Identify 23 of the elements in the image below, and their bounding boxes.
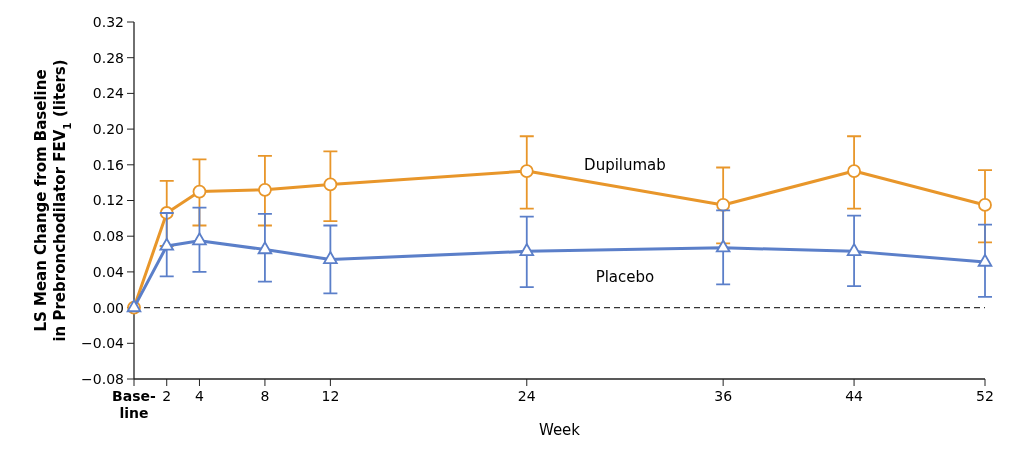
x-tick-label: 2	[162, 388, 172, 404]
x-tick-label: 24	[517, 388, 536, 404]
y-tick-label: −0.04	[81, 335, 125, 352]
y-tick-label: 0.00	[92, 299, 124, 316]
y-tick-label: 0.32	[92, 13, 124, 30]
series-label: Dupilumab	[584, 156, 666, 175]
x-tick-label: 52	[976, 388, 994, 404]
y-tick-label: 0.04	[92, 263, 125, 280]
y-tick-label: 0.28	[92, 49, 124, 66]
x-tick-label: 36	[714, 388, 733, 404]
x-tick-label: Base- line	[112, 388, 157, 421]
y-tick-label: −0.08	[81, 370, 124, 387]
y-tick-label: 0.12	[92, 192, 124, 209]
y-tick-label: 0.24	[92, 85, 125, 102]
x-tick-label: 8	[260, 388, 270, 404]
y-tick-label: 0.16	[92, 156, 125, 173]
x-tick-label: 4	[195, 388, 204, 404]
x-axis-title: Week	[538, 421, 581, 439]
y-tick-label: 0.20	[92, 121, 124, 137]
x-tick-label: 44	[845, 388, 864, 404]
x-tick-label: 12	[321, 388, 340, 404]
y-tick-label: 0.08	[92, 228, 124, 245]
series-label: Placebo	[595, 267, 655, 286]
